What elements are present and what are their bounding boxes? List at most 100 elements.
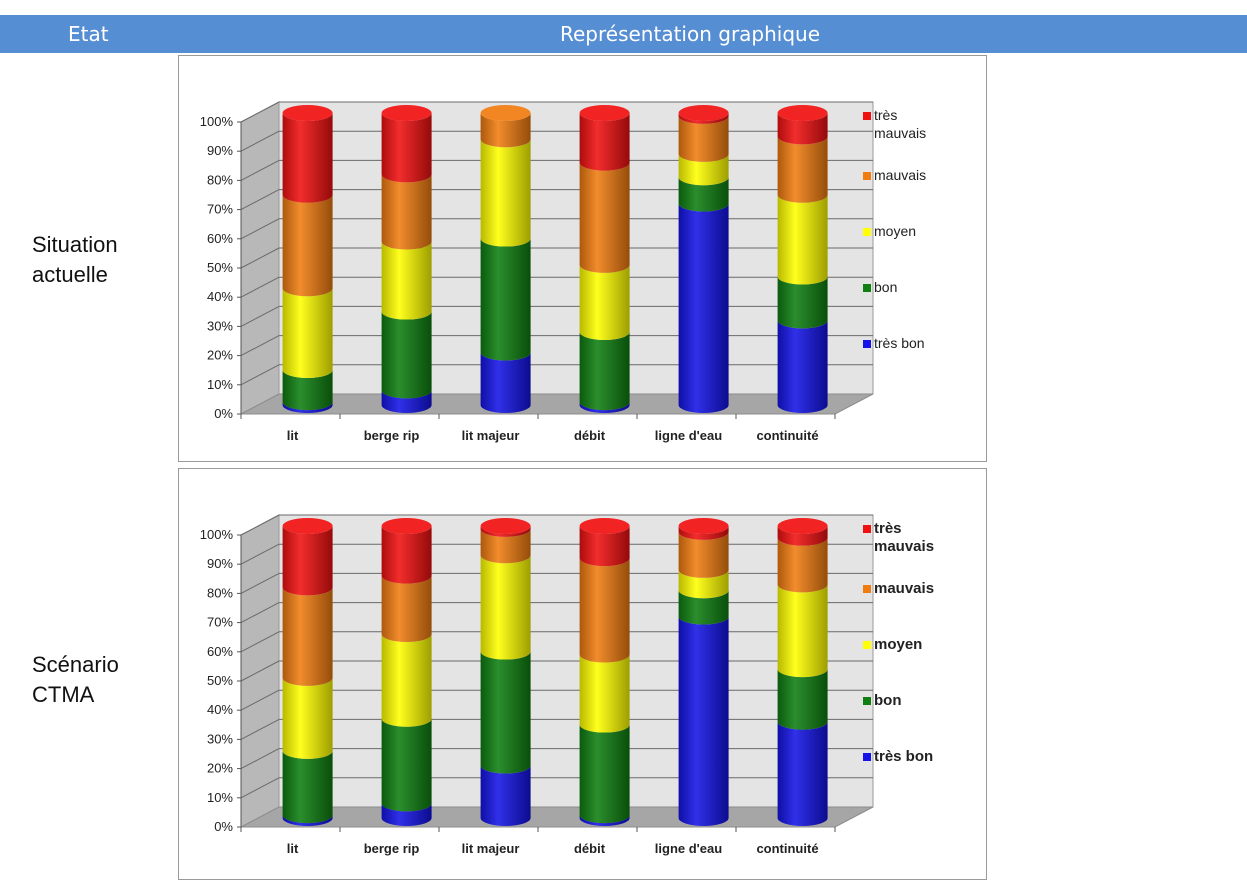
bar-segment-berge-rip-tres-mauvais <box>381 113 432 183</box>
header-etat: Etat <box>68 22 109 46</box>
gridline-side <box>240 364 280 386</box>
y-tick-label: 30% <box>207 731 233 746</box>
gridline-side <box>240 514 280 536</box>
bar-segment-ligne-d-eau-tres-bon <box>678 203 729 413</box>
row-label-line: Situation <box>32 232 118 257</box>
y-tick-label: 10% <box>207 377 233 392</box>
legend-label-bon: bon <box>874 279 897 295</box>
bar-segment-ligne-d-eau-tres-bon <box>678 616 729 826</box>
legend-swatch-bon <box>863 697 871 705</box>
bar-top-debit <box>579 518 630 534</box>
bar-segment-lit-tres-bon <box>282 815 333 826</box>
gridline-side <box>240 189 280 211</box>
bar-segment-berge-rip-tres-bon <box>381 390 432 413</box>
bar-segment-debit-moyen <box>579 654 630 733</box>
x-tick-label: continuité <box>756 841 818 856</box>
gridline-side <box>240 689 280 711</box>
legend-label-moyen: moyen <box>874 636 922 653</box>
y-tick-label: 100% <box>200 527 234 542</box>
bar-segment-berge-rip-mauvais <box>381 575 432 643</box>
bar-segment-lit-majeur-moyen <box>480 555 531 660</box>
legend-swatch-tres-bon <box>863 753 871 761</box>
gridline-side <box>240 335 280 357</box>
x-tick-label: continuité <box>756 428 818 443</box>
bar-segment-debit-bon <box>579 332 630 411</box>
y-tick-label: 0% <box>214 406 233 421</box>
x-tick-label: ligne d'eau <box>655 428 722 443</box>
legend-swatch-tres-mauvais <box>863 525 871 533</box>
y-tick-label: 90% <box>207 143 233 158</box>
legend-label-tres-mauvais: mauvais <box>874 125 926 141</box>
legend-swatch-mauvais <box>863 585 871 593</box>
gridline-side <box>240 247 280 269</box>
y-tick-label: 20% <box>207 761 233 776</box>
bar-segment-berge-rip-moyen <box>381 634 432 727</box>
legend-swatch-bon <box>863 284 871 292</box>
bar-segment-lit-bon <box>282 369 333 411</box>
gridline-side <box>240 572 280 594</box>
legend-label-tres-mauvais: très <box>874 520 902 537</box>
row-label-scenario: Scénario CTMA <box>32 650 119 710</box>
y-tick-label: 60% <box>207 644 233 659</box>
bar-segment-berge-rip-bon <box>381 718 432 812</box>
header-representation: Représentation graphique <box>560 22 821 46</box>
chart-panel-scenario: 0% 10% 20% 30% 40% 50% 60% 70% 80% 90% 100% lit berg… <box>178 468 987 880</box>
gridline-side <box>240 543 280 565</box>
legend-label-tres-mauvais: très <box>874 107 897 123</box>
gridline-side <box>240 276 280 298</box>
bar-segment-berge-rip-bon <box>381 311 432 399</box>
x-tick-label: berge rip <box>364 841 420 856</box>
y-tick-label: 90% <box>207 556 233 571</box>
bar-segment-berge-rip-tres-mauvais <box>381 526 432 584</box>
y-tick-label: 50% <box>207 673 233 688</box>
y-tick-label: 80% <box>207 585 233 600</box>
legend-label-tres-mauvais: mauvais <box>874 538 934 555</box>
bar-segment-ligne-d-eau-bon <box>678 177 729 212</box>
chart-panel-situation: 0% 10% 20% 30% 40% 50% 60% 70% 80% 90% 100% lit berg… <box>178 55 987 462</box>
gridline-side <box>240 631 280 653</box>
bar-top-debit <box>579 105 630 121</box>
bar-segment-lit-moyen <box>282 288 333 378</box>
bar-segment-continuite-tres-bon <box>777 320 828 413</box>
bar-segment-berge-rip-moyen <box>381 241 432 320</box>
row-label-situation: Situation actuelle <box>32 230 118 290</box>
bar-segment-debit-moyen <box>579 264 630 340</box>
bar-segment-debit-tres-mauvais <box>579 113 630 171</box>
bar-segment-debit-bon <box>579 724 630 824</box>
y-tick-label: 100% <box>200 114 234 129</box>
bar-segment-ligne-d-eau-mauvais <box>678 531 729 578</box>
bar-segment-ligne-d-eau-moyen <box>678 569 729 599</box>
bar-segment-continuite-moyen <box>777 194 828 285</box>
bar-segment-ligne-d-eau-mauvais <box>678 115 729 162</box>
bar-segment-ligne-d-eau-moyen <box>678 153 729 186</box>
bar-segment-lit-tres-bon <box>282 402 333 413</box>
bar-segment-lit-tres-mauvais <box>282 526 333 596</box>
gridline-side <box>240 777 280 799</box>
bar-segment-lit-mauvais <box>282 194 333 297</box>
bar-segment-continuite-bon <box>777 669 828 730</box>
bar-top-lit <box>282 518 333 534</box>
gridline-side <box>240 748 280 770</box>
y-tick-label: 70% <box>207 615 233 630</box>
row-label-line: actuelle <box>32 262 108 287</box>
y-tick-label: 40% <box>207 289 233 304</box>
stacked-bar-chart-scenario: 0% 10% 20% 30% 40% 50% 60% 70% 80% 90% 100% lit berg… <box>200 514 934 856</box>
gridline-side <box>240 101 280 123</box>
row-label-line: CTMA <box>32 682 95 707</box>
y-tick-label: 60% <box>207 231 233 246</box>
bar-segment-lit-bon <box>282 750 333 824</box>
bar-segment-lit-majeur-bon <box>480 238 531 361</box>
gridline-side <box>240 602 280 624</box>
gridline-side <box>240 660 280 682</box>
bar-segment-ligne-d-eau-tres-mauvais <box>678 113 729 124</box>
bar-top-berge-rip <box>381 518 432 534</box>
legend-swatch-tres-bon <box>863 340 871 348</box>
bar-segment-lit-majeur-tres-bon <box>480 765 531 826</box>
bar-top-ligne-d-eau <box>678 105 729 121</box>
bar-segment-continuite-moyen <box>777 584 828 678</box>
legend-label-bon: bon <box>874 692 902 709</box>
legend-label-tres-bon: très bon <box>874 335 925 351</box>
bar-segment-lit-majeur-mauvais <box>480 528 531 564</box>
bar-segment-continuite-tres-bon <box>777 721 828 826</box>
bar-segment-berge-rip-mauvais <box>381 174 432 250</box>
